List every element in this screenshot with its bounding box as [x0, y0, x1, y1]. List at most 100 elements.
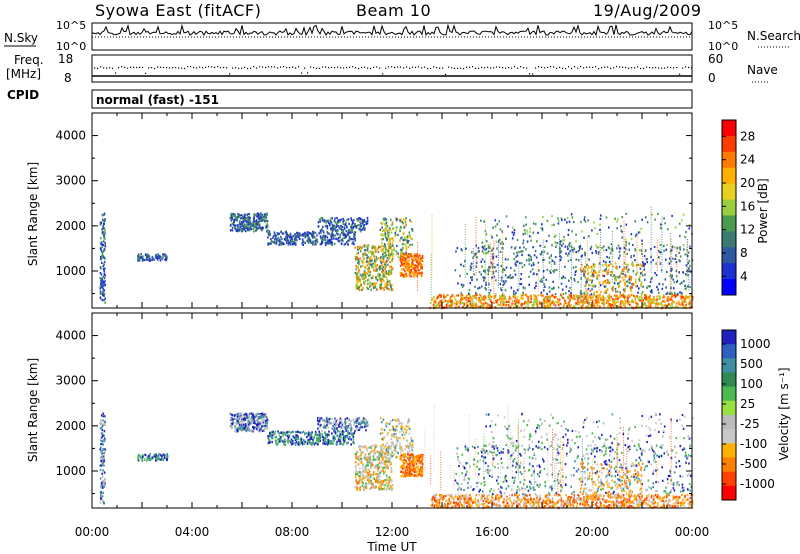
range-cell — [275, 442, 277, 445]
range-cell — [281, 432, 284, 435]
range-cell — [630, 238, 633, 241]
range-cell — [286, 236, 288, 239]
range-cell — [330, 236, 333, 239]
range-cell — [405, 251, 407, 254]
range-cell — [101, 283, 103, 286]
nave-point — [298, 66, 300, 68]
range-cell — [384, 460, 387, 463]
range-cell — [241, 221, 243, 224]
range-cell — [276, 438, 279, 441]
range-cell — [370, 446, 372, 449]
range-cell — [539, 293, 542, 296]
range-cell — [404, 258, 407, 261]
range-cell — [237, 427, 240, 430]
range-cell — [679, 260, 681, 263]
nave-point — [514, 66, 516, 68]
range-cell — [357, 280, 360, 283]
range-cell — [357, 428, 360, 432]
range-cell — [235, 423, 238, 426]
range-cell — [301, 238, 304, 241]
range-cell — [625, 244, 627, 247]
range-cell — [664, 222, 666, 225]
range-cell — [338, 424, 340, 427]
range-cell — [343, 243, 346, 246]
range-cell — [466, 272, 468, 275]
range-cell — [688, 301, 691, 304]
range-cell — [137, 258, 139, 261]
range-cell — [239, 226, 242, 229]
range-cell — [248, 216, 251, 219]
range-cell — [641, 264, 643, 267]
range-cell — [388, 252, 390, 255]
range-cell — [384, 217, 386, 220]
range-cell — [347, 441, 349, 444]
range-cell — [309, 440, 311, 443]
range-cell — [469, 302, 472, 305]
nave-point — [112, 67, 114, 69]
range-cell — [528, 275, 530, 278]
range-cell — [628, 278, 631, 281]
range-cell — [541, 223, 543, 226]
range-cell — [324, 431, 326, 434]
range-cell — [265, 412, 267, 416]
range-cell — [231, 413, 233, 416]
range-cell — [390, 272, 393, 275]
range-cell — [244, 418, 246, 421]
range-cell — [404, 253, 407, 257]
range-cell — [407, 235, 410, 238]
range-cell — [375, 259, 378, 262]
nave-point — [229, 73, 231, 75]
range-cell — [542, 215, 544, 219]
range-cell — [302, 234, 304, 237]
range-cell — [580, 301, 582, 304]
range-cell — [250, 225, 253, 228]
range-cell — [689, 270, 692, 273]
range-cell — [253, 226, 256, 229]
range-cell — [264, 419, 267, 423]
range-cell — [271, 431, 273, 434]
range-cell — [157, 457, 160, 460]
range-cell — [242, 214, 244, 217]
range-cell — [346, 436, 349, 439]
range-cell — [621, 216, 623, 219]
range-cell — [297, 435, 299, 438]
range-cell — [246, 219, 249, 222]
range-cell — [301, 242, 303, 245]
range-cell — [314, 231, 317, 234]
range-cell — [279, 438, 282, 441]
range-cell — [674, 254, 677, 257]
range-cell — [467, 300, 470, 303]
range-cell — [272, 236, 274, 239]
range-cell — [307, 434, 310, 437]
range-cell — [635, 285, 637, 288]
range-cell — [674, 246, 676, 249]
range-cell — [101, 450, 103, 453]
range-cell — [139, 255, 141, 258]
range-cell — [359, 280, 361, 283]
range-cell — [529, 270, 532, 273]
range-cell — [148, 454, 151, 457]
range-cell — [675, 275, 678, 278]
range-cell — [364, 282, 366, 286]
range-cell — [282, 431, 285, 434]
range-cell — [241, 428, 244, 431]
range-cell — [589, 304, 592, 307]
range-cell — [291, 235, 294, 238]
range-cell — [581, 304, 584, 307]
range-cell — [649, 290, 652, 293]
range-cell — [627, 302, 629, 305]
range-cell — [327, 441, 330, 444]
range-cell — [449, 304, 452, 307]
range-cell — [592, 265, 594, 268]
range-cell — [341, 229, 344, 233]
range-cell — [646, 261, 648, 264]
range-cell — [338, 220, 341, 224]
range-cell — [275, 240, 278, 244]
range-cell — [389, 261, 391, 264]
colorbar-swatch — [722, 215, 736, 232]
range-cell — [100, 414, 103, 417]
range-cell — [559, 251, 561, 254]
range-cell — [323, 440, 326, 443]
range-cell — [377, 455, 380, 458]
range-cell — [508, 298, 511, 301]
